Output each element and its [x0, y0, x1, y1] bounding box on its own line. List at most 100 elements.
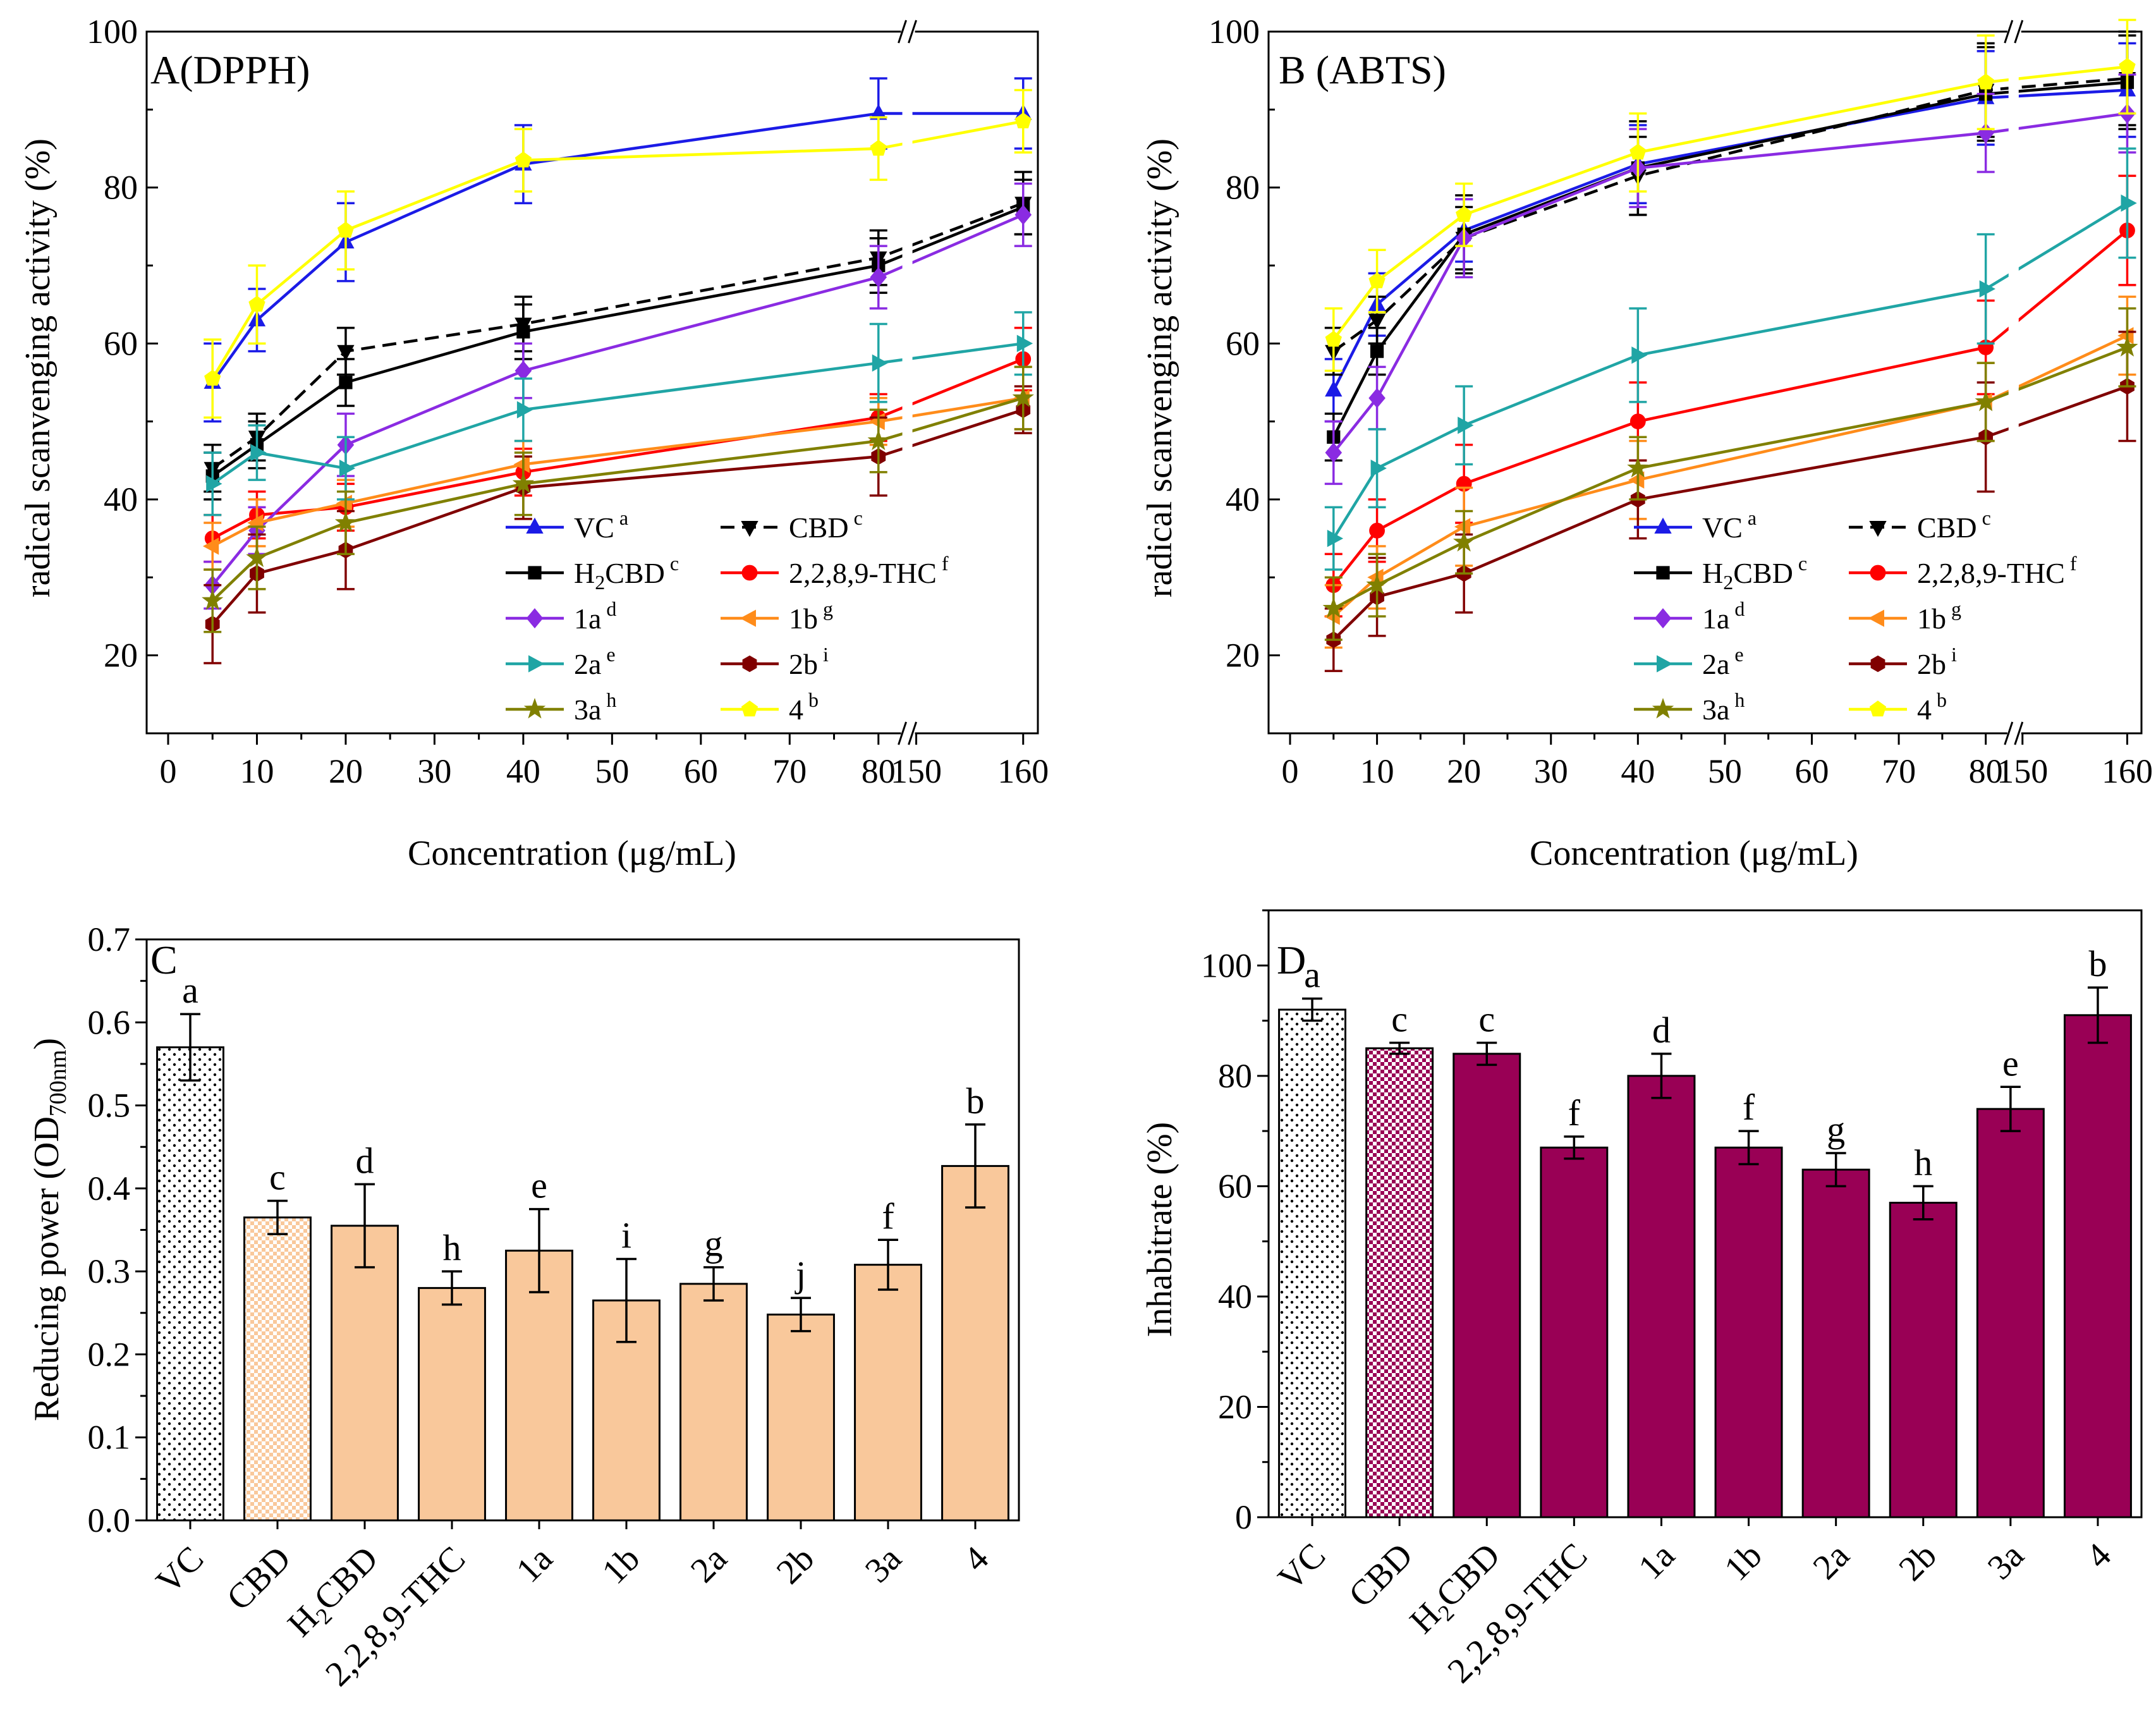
significance-letter: d	[1652, 1010, 1671, 1051]
significance-letter: f	[1568, 1092, 1581, 1133]
bar-2b	[767, 1313, 835, 1522]
axis-break-mark	[898, 20, 907, 44]
x-tick-label: 80	[862, 752, 896, 790]
y-axis-label-main: Reducing power (OD	[27, 1116, 66, 1421]
x-axis-label: Concentration (μg/mL)	[1530, 834, 1858, 873]
bar-2,2,8,9-THC	[418, 1286, 486, 1522]
x-tick-label: 60	[1794, 752, 1829, 790]
legend-marker	[1869, 521, 1887, 537]
y-tick-label: 60	[104, 324, 138, 362]
data-point	[2116, 336, 2138, 357]
bar-4	[2063, 1014, 2132, 1518]
x-category-label: VC	[149, 1539, 211, 1601]
y-tick-label: 0.2	[88, 1335, 131, 1373]
series-line	[1332, 202, 2128, 539]
bar-VC	[1278, 1008, 1347, 1518]
data-point	[1627, 456, 1649, 478]
data-point	[334, 511, 357, 532]
panel-title: D	[1277, 938, 1306, 982]
y-tick-label: 40	[1218, 1278, 1252, 1316]
legend-marker	[1870, 565, 1886, 581]
series-break-gap	[2008, 198, 2019, 294]
significance-letter: g	[705, 1223, 723, 1264]
x-tick-label: 160	[2102, 752, 2153, 790]
legend-label: H2CBD c	[1702, 552, 1807, 594]
x-tick-label: 50	[1708, 752, 1742, 790]
legend-marker	[1868, 609, 1884, 627]
x-category-label: 3a	[1980, 1536, 2031, 1587]
y-tick-label: 0.7	[88, 920, 131, 958]
data-point	[1327, 530, 1344, 547]
y-tick-label: 60	[1218, 1167, 1252, 1205]
data-point	[1370, 345, 1384, 358]
y-tick-label: 40	[1226, 480, 1260, 518]
bar-2a	[1801, 1168, 1870, 1518]
bar-2b	[1889, 1202, 1958, 1518]
x-tick-label: 30	[417, 752, 451, 790]
y-tick-label: 0.6	[88, 1003, 131, 1041]
legend: VC a CBD c H2CBD c 2,2,8,9-THC f 1a d 1b g 2a …	[506, 506, 949, 726]
series-line	[1332, 76, 2128, 353]
x-tick-label: 40	[506, 752, 540, 790]
y-tick-label: 0.0	[88, 1501, 131, 1539]
x-category-label: 4	[2079, 1536, 2119, 1576]
y-tick-label: 20	[1218, 1388, 1252, 1426]
x-category-label: 1b	[1717, 1536, 1769, 1588]
y-tick-label: 0.1	[88, 1419, 131, 1457]
series-4	[204, 89, 1032, 419]
legend-label: 2a e	[574, 643, 616, 680]
data-point	[1325, 443, 1343, 463]
legend-label: 2,2,8,9-THC f	[789, 552, 949, 589]
legend-marker	[1654, 608, 1672, 628]
significance-letter: c	[269, 1157, 286, 1198]
y-tick-label: 60	[1226, 324, 1260, 362]
chart-panel-dpph: A(DPPH) Concentration (μg/mL) radical sc…	[18, 13, 1049, 873]
bar-4	[941, 1164, 1009, 1522]
legend-marker	[528, 655, 545, 673]
y-tick-label: 100	[87, 13, 138, 51]
data-point	[202, 537, 219, 555]
series-line	[211, 213, 1024, 587]
series-1a	[204, 182, 1032, 610]
series-break-gap	[902, 209, 913, 283]
bar-1a	[505, 1249, 573, 1522]
axis-break-mark	[2004, 721, 2014, 745]
data-point	[870, 140, 887, 156]
significance-letter: f	[1743, 1087, 1755, 1128]
legend-label: CBD c	[789, 506, 863, 544]
x-tick-label: 0	[1282, 752, 1299, 790]
legend-label: VC a	[574, 506, 628, 544]
data-point	[1369, 522, 1385, 539]
bar-H2CBD	[331, 1225, 399, 1522]
legend-label: 1b g	[1917, 597, 1961, 635]
legend-label: VC a	[1702, 506, 1757, 544]
x-category-label: 1a	[1631, 1536, 1682, 1587]
series-line	[211, 342, 1024, 486]
data-point	[339, 460, 356, 477]
plot-frame	[145, 30, 1039, 735]
data-point	[1629, 413, 1646, 430]
x-tick-label: 20	[1447, 752, 1481, 790]
legend-label: 2b i	[1917, 643, 1957, 680]
y-axis-label: Reducing power (OD700nm)	[27, 1038, 71, 1421]
x-category-label: 2b	[769, 1539, 822, 1591]
x-tick-label: 10	[1360, 752, 1394, 790]
data-point	[1975, 390, 1997, 412]
y-axis-label: radical scanvenging activity (%)	[1140, 138, 1179, 597]
data-point	[1322, 597, 1345, 618]
legend-label: 1a d	[1702, 597, 1745, 635]
x-tick-label: 60	[684, 752, 718, 790]
y-tick-label: 80	[104, 169, 138, 207]
y-tick-label: 0.4	[88, 1170, 131, 1207]
y-tick-label: 100	[1201, 946, 1252, 984]
legend-marker	[741, 700, 758, 717]
data-point	[1979, 280, 1996, 298]
x-tick-label: 70	[1882, 752, 1916, 790]
x-tick-label: 80	[1969, 752, 2003, 790]
significance-letter: b	[966, 1080, 985, 1121]
data-point	[1368, 314, 1386, 330]
bar-CBD	[1365, 1047, 1434, 1518]
x-category-label: CBD	[219, 1539, 298, 1618]
bar-CBD	[243, 1216, 312, 1522]
